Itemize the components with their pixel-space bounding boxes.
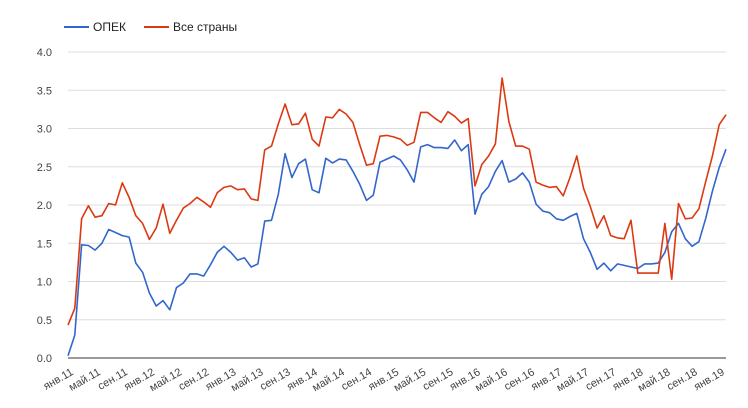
y-tick-label: 3.0 [37,124,52,136]
legend: ОПЕК Все страны [64,20,237,34]
y-tick-label: 2.0 [37,200,52,212]
y-tick-label: 3.5 [37,85,52,97]
x-tick-label: сен.15 [421,366,456,393]
legend-label-opec: ОПЕК [93,20,126,34]
x-tick-label: сен.16 [502,366,537,393]
y-tick-label: 2.5 [37,162,52,174]
x-tick-label: янв.19 [692,366,727,393]
x-tick-label: сен.18 [665,366,700,393]
y-tick-label: 0.5 [37,315,52,327]
y-tick-label: 1.5 [37,238,52,250]
x-tick-label: сен.17 [584,366,619,393]
gridlines [68,51,726,321]
x-tick-label: сен.13 [258,366,293,393]
x-tick-label: май.11 [67,366,103,394]
series-lines [67,77,727,356]
y-tick-label: 4.0 [37,47,52,59]
y-axis-ticks: 0.0 0.5 1.0 1.5 2.0 2.5 3.0 3.5 4.0 [37,47,52,365]
x-axis-ticks: янв.11май.11сен.11янв.12май.12сен.12янв.… [41,366,726,394]
x-tick-label: сен.14 [339,366,374,393]
legend-label-all-countries: Все страны [173,20,237,34]
y-tick-label: 0.0 [37,353,52,365]
y-tick-label: 1.0 [37,277,52,289]
series-line-opec [67,139,727,356]
series-line-all-countries [67,77,727,326]
x-tick-label: сен.12 [177,366,212,393]
